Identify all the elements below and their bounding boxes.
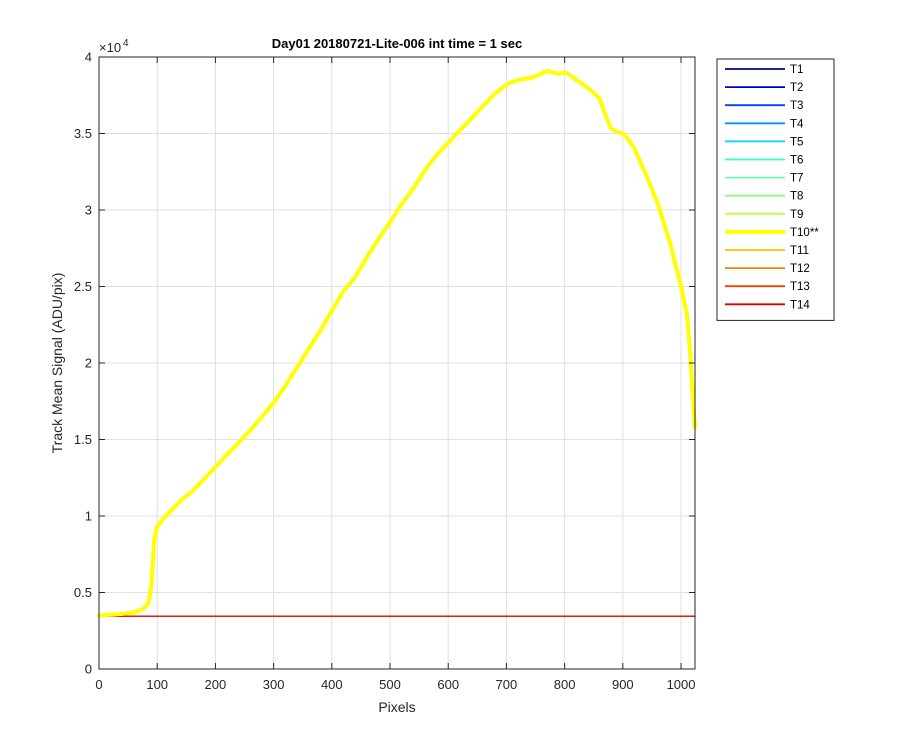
x-tick-label: 700 — [496, 677, 518, 692]
y-tick-label: 2.5 — [74, 279, 92, 294]
series-layer — [97, 68, 697, 618]
y-exponent-power: 4 — [123, 38, 129, 49]
x-tick-label: 900 — [612, 677, 634, 692]
grid — [99, 57, 695, 669]
y-tick-label: 3.5 — [74, 126, 92, 141]
x-tick-label: 200 — [205, 677, 227, 692]
x-tick-label: 1000 — [667, 677, 696, 692]
legend-box — [716, 58, 835, 321]
ticks: 0 100 200 300 400 500 600 700 800 900 1000 0 0.5 1 1.5… — [74, 50, 696, 693]
legend-entry-label: T13 — [790, 281, 810, 293]
legend-entry-label: T8 — [790, 191, 803, 203]
legend-entry-label: T2 — [790, 82, 803, 94]
y-exponent-label: ×10 4 — [99, 38, 129, 55]
y-exponent-base: ×10 — [99, 40, 121, 55]
x-tick-label: 0 — [95, 677, 102, 692]
legend-entry-label: T5 — [790, 136, 803, 148]
x-tick-label: 100 — [146, 677, 168, 692]
legend-entry-label: T11 — [790, 245, 809, 257]
y-axis-label: Track Mean Signal (ADU/pix) — [49, 273, 65, 454]
y-tick-label: 2 — [85, 356, 92, 371]
y-tick-label: 0.5 — [74, 585, 92, 600]
legend-entry-label: T6 — [790, 155, 803, 167]
x-axis-label: Pixels — [378, 699, 415, 715]
chart-title: Day01 20180721-Lite-006 int time = 1 sec — [272, 36, 522, 51]
x-tick-label: 600 — [437, 677, 459, 692]
legend-entry-label: T1 — [790, 64, 803, 76]
legend: T1 T2 T3 T4 T5 T6 T7 T8 T9 T10** T11 T12 T13 T14 — [716, 58, 835, 321]
legend-entry-label: T10** — [790, 227, 819, 239]
x-tick-label: 400 — [321, 677, 343, 692]
series-line-t10 — [97, 68, 697, 618]
y-tick-label: 3 — [85, 203, 92, 218]
y-tick-label: 4 — [85, 50, 92, 65]
x-tick-label: 300 — [263, 677, 285, 692]
legend-entry-label: T3 — [790, 100, 803, 112]
y-tick-label: 0 — [85, 662, 92, 677]
legend-entry-label: T4 — [790, 118, 804, 130]
legend-entry-label: T7 — [790, 173, 803, 185]
y-tick-label: 1.5 — [74, 432, 92, 447]
legend-entry-label: T9 — [790, 209, 803, 221]
legend-entry-label: T12 — [790, 263, 810, 275]
x-tick-label: 500 — [379, 677, 401, 692]
x-tick-label: 800 — [554, 677, 576, 692]
legend-entry-label: T14 — [790, 299, 810, 311]
y-tick-label: 1 — [85, 509, 92, 524]
